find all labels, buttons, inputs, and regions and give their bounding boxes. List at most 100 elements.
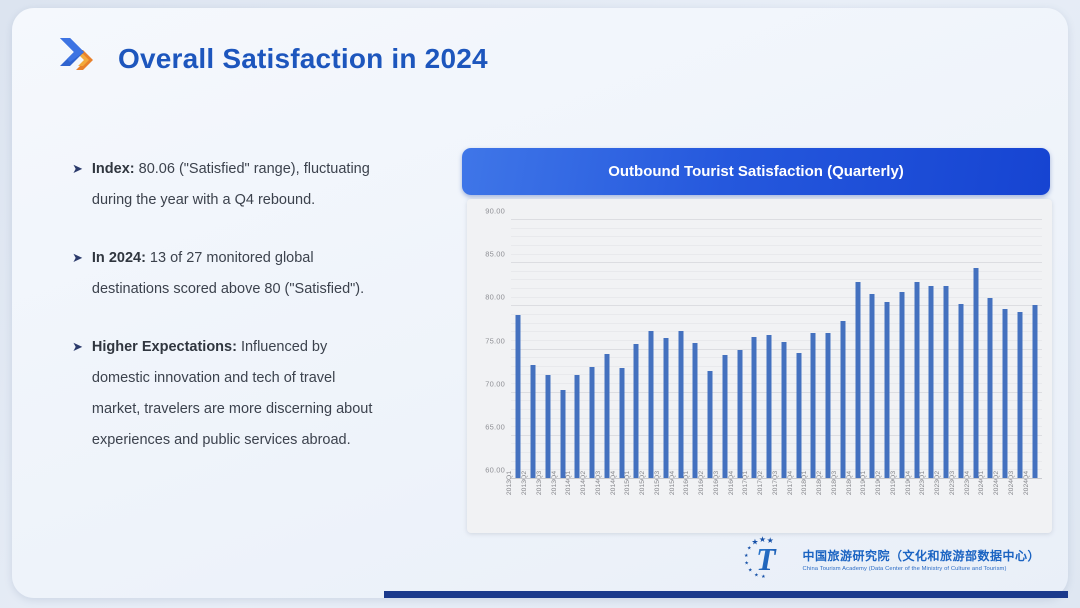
bullet-body: 13 of 27 monitored global destinations s… [91,250,365,297]
minor-gridline [511,460,1042,462]
x-axis-tick-label: 2019Q1 [860,470,868,496]
svg-text:★: ★ [762,574,767,580]
x-axis-tick-label: 2018Q3 [830,470,838,496]
bar-2017Q2 [766,334,772,479]
bar-2017Q1 [751,336,757,479]
x-axis-tick-label: 2019Q3 [889,470,897,496]
bar-slot: 2023Q2 [934,220,954,495]
bar-slot: 2024Q4 [1023,220,1042,495]
minor-gridline [511,426,1042,428]
major-gridline [511,305,1042,307]
bar-2017Q3 [781,341,787,479]
x-axis-tick-label: 2017Q1 [742,470,750,496]
bullet-lead: Index: [91,161,135,177]
x-axis-tick-label: 2014Q1 [565,470,573,496]
bar-slot: 2017Q1 [742,220,762,495]
minor-gridline [511,383,1042,385]
svg-text:★: ★ [748,568,753,574]
bar-2014Q2 [589,366,595,479]
minor-gridline [511,452,1042,454]
chevron-arrows-icon [56,36,104,81]
bar-2023Q1 [928,285,934,479]
bar-2013Q2 [530,365,536,479]
svg-text:★: ★ [767,536,774,545]
bar-slot: 2014Q2 [580,220,600,495]
bar-slot: 2023Q1 [919,220,939,495]
bar-slot: 2015Q1 [624,220,644,495]
bullet-text: Index: 80.06 ("Satisfied" range), fluctu… [92,154,370,216]
bar-slot: 2017Q3 [772,220,792,495]
x-axis-tick-label: 2013Q1 [506,470,514,496]
y-axis-tick-label: 75.00 [485,336,505,345]
bar-slot: 2019Q1 [860,220,880,495]
minor-gridline [511,279,1042,281]
x-axis-tick-label: 2015Q3 [653,470,661,496]
bar-2015Q2 [648,331,654,479]
bar-slot: 2014Q4 [610,220,629,495]
footer-accent-bar [384,591,1068,598]
x-axis-tick-label: 2018Q2 [816,470,824,496]
footer-text: 中国旅游研究院（文化和旅游部数据中心） China Tourism Academ… [802,547,1040,572]
bar-2019Q1 [869,294,875,479]
bar-2016Q4 [737,349,743,479]
bullet-in-2024: ➤ In 2024: 13 of 27 monitored global des… [72,243,432,305]
arrow-bullet-icon: ➤ [72,161,83,176]
title-row: Overall Satisfaction in 2024 [56,36,488,81]
bar-slot: 2014Q1 [565,220,585,495]
bar-2015Q3 [663,338,669,479]
bullet-text: In 2024: 13 of 27 monitored global desti… [92,243,364,305]
china-tourism-academy-logo-icon: ★ ★ ★ ★ ★ ★ ★ ★ ★ T [742,534,794,584]
x-axis-tick-label: 2023Q2 [934,470,942,496]
bullet-list: ➤ Index: 80.06 ("Satisfied" range), fluc… [72,154,432,483]
major-gridline [511,434,1042,436]
x-axis-tick-label: 2014Q2 [580,470,588,496]
svg-text:T: T [756,541,777,577]
major-gridline [511,219,1042,220]
x-axis-tick-label: 2019Q2 [875,470,883,496]
x-axis-tick-label: 2024Q4 [1022,470,1030,496]
x-axis-line [511,478,1042,479]
y-axis-tick-label: 80.00 [485,292,505,302]
bullet-lead: Higher Expectations: [91,339,237,355]
x-axis-tick-label: 2013Q4 [550,470,558,496]
bullet-lead: In 2024: [91,250,146,266]
bar-2023Q3 [958,303,964,479]
minor-gridline [511,270,1042,272]
minor-gridline [511,244,1042,246]
x-axis-tick-label: 2016Q4 [727,470,735,496]
bar-slot: 2018Q1 [801,220,821,495]
minor-gridline [511,365,1042,367]
bar-2016Q3 [722,354,728,479]
minor-gridline [511,296,1042,298]
bar-slot: 2017Q2 [757,220,777,495]
bar-slot: 2023Q4 [964,220,983,495]
bar-slot: 2013Q2 [521,220,541,495]
minor-gridline [511,374,1042,376]
x-axis-tick-label: 2023Q4 [963,470,971,496]
bar-2013Q1 [515,314,521,479]
minor-gridline [511,288,1042,290]
svg-text:★: ★ [745,561,750,567]
bar-2018Q2 [825,333,831,479]
y-axis-tick-label: 70.00 [485,379,505,389]
minor-gridline [511,469,1042,471]
x-axis-tick-label: 2015Q2 [639,470,647,496]
minor-gridline [511,236,1042,238]
minor-gridline [511,322,1042,324]
bar-2024Q2 [1002,308,1008,479]
bar-2013Q3 [545,374,551,479]
bar-slot: 2015Q4 [669,220,688,495]
x-axis-tick-label: 2023Q1 [919,470,927,496]
minor-gridline [511,443,1042,445]
bar-slot: 2023Q3 [949,220,969,495]
bar-slot: 2019Q2 [875,220,895,495]
svg-text:★: ★ [745,553,750,559]
minor-gridline [511,313,1042,315]
bar-2023Q4 [973,268,979,479]
minor-gridline [511,408,1042,410]
bar-2024Q1 [987,297,993,479]
svg-text:★: ★ [759,535,766,544]
bar-2018Q3 [840,321,846,479]
x-axis-tick-label: 2016Q3 [712,470,720,496]
bar-slot: 2018Q4 [846,220,865,495]
